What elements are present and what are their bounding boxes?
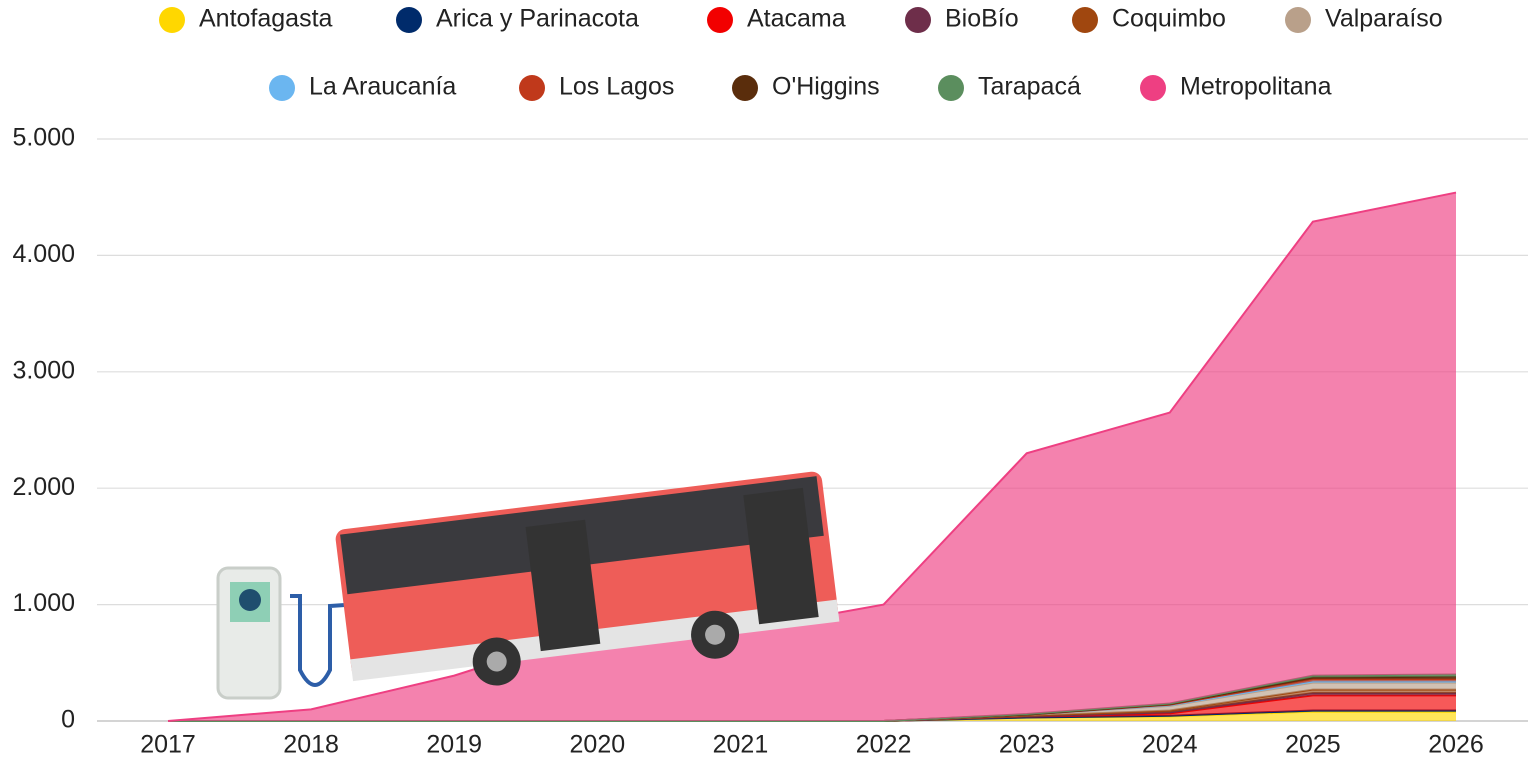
legend-marker — [938, 75, 964, 101]
x-tick-label: 2022 — [856, 731, 912, 759]
x-tick-label: 2024 — [1142, 731, 1198, 759]
legend-label: Antofagasta — [199, 5, 333, 33]
legend-label: Los Lagos — [559, 73, 674, 101]
y-tick-label: 0 — [61, 706, 75, 734]
legend-label: Metropolitana — [1180, 73, 1332, 101]
legend-label: Atacama — [747, 5, 846, 33]
x-tick-label: 2025 — [1285, 731, 1341, 759]
area — [168, 192, 1456, 721]
area — [168, 682, 1456, 721]
legend-label: La Araucanía — [309, 73, 456, 101]
x-tick-label: 2017 — [140, 731, 196, 759]
y-tick-label: 3.000 — [12, 356, 75, 384]
legend-marker — [269, 75, 295, 101]
legend-label: Valparaíso — [1325, 5, 1443, 33]
legend-marker — [159, 7, 185, 33]
x-tick-label: 2023 — [999, 731, 1055, 759]
legend-label: Arica y Parinacota — [436, 5, 639, 33]
legend-marker — [396, 7, 422, 33]
legend-marker — [732, 75, 758, 101]
y-tick-label: 2.000 — [12, 473, 75, 501]
legend-label: O'Higgins — [772, 73, 880, 101]
legend-label: Coquimbo — [1112, 5, 1226, 33]
area — [168, 710, 1456, 721]
area — [168, 689, 1456, 721]
x-tick-label: 2019 — [426, 731, 482, 759]
x-tick-label: 2026 — [1428, 731, 1484, 759]
y-tick-label: 4.000 — [12, 240, 75, 268]
legend-marker — [1285, 7, 1311, 33]
legend-marker — [1140, 75, 1166, 101]
legend-label: Tarapacá — [978, 73, 1081, 101]
y-tick-label: 1.000 — [12, 589, 75, 617]
x-tick-label: 2018 — [283, 731, 339, 759]
legend-marker — [707, 7, 733, 33]
legend-marker — [519, 75, 545, 101]
bus-illustration — [216, 471, 840, 700]
area — [168, 711, 1456, 721]
y-tick-label: 5.000 — [12, 124, 75, 152]
legend-marker — [905, 7, 931, 33]
x-tick-label: 2021 — [713, 731, 769, 759]
legend-label: BioBío — [945, 5, 1019, 33]
x-tick-label: 2020 — [570, 731, 626, 759]
legend-marker — [1072, 7, 1098, 33]
